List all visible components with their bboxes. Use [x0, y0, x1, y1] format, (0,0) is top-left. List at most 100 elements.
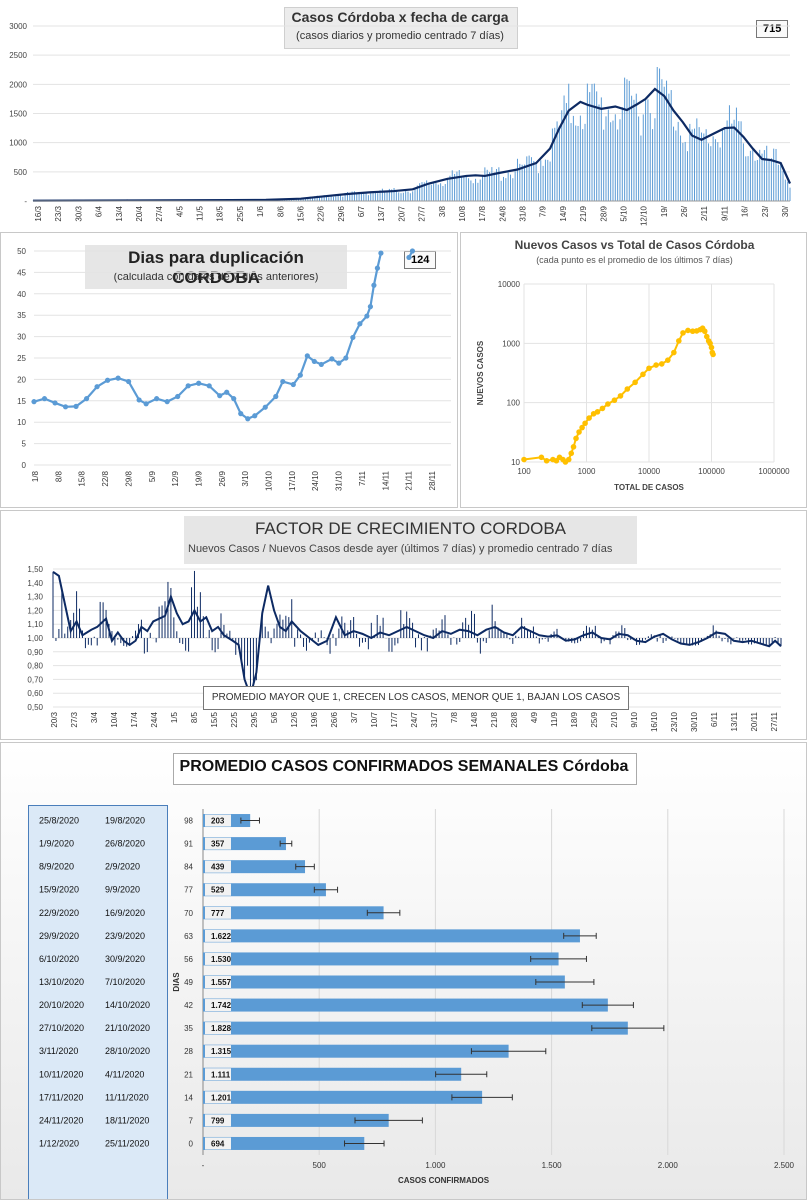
- days-label: 21: [184, 1070, 193, 1079]
- bar-value-label: 529: [211, 886, 225, 895]
- weekly-average-chart: PROMEDIO CASOS CONFIRMADOS SEMANALES Cór…: [0, 742, 807, 1200]
- scatter-point: [658, 361, 665, 367]
- weekly-bar: [203, 998, 608, 1012]
- scatter-point: [624, 386, 631, 392]
- doubling-point: [297, 372, 303, 378]
- doubling-point: [31, 399, 37, 405]
- x-tick-label: 28/9: [599, 205, 608, 221]
- growth-annotation: PROMEDIO MAYOR QUE 1, CRECEN LOS CASOS, …: [203, 686, 629, 710]
- value-label-bg: [205, 814, 231, 827]
- doubling-point: [231, 396, 237, 402]
- y-tick-label: 1,20: [27, 606, 43, 615]
- doubling-point: [318, 361, 324, 368]
- x-tick-label: 23/10: [670, 711, 679, 732]
- daily-title-box: [284, 7, 518, 49]
- y-tick-label: -: [24, 197, 27, 206]
- x-tick-label: 9/11: [720, 205, 729, 221]
- scatter-point: [697, 326, 704, 333]
- value-label-bg: [205, 1045, 231, 1058]
- x-tick-label: 30/3: [74, 205, 83, 221]
- x-tick-label: 10/4: [110, 711, 119, 727]
- scatter-chart-subtitle: (cada punto es el promedio de los último…: [536, 255, 733, 265]
- x-tick-label: 14/8: [470, 711, 479, 727]
- scatter-point: [709, 349, 716, 356]
- x-tick-label: 3/7: [350, 711, 359, 723]
- x-tick-label: 500: [313, 1161, 327, 1170]
- doubling-point: [143, 401, 149, 407]
- doubling-point: [41, 396, 48, 402]
- days-label: 49: [184, 978, 193, 987]
- scatter-point: [556, 454, 563, 461]
- y-tick-label: 10: [17, 418, 26, 427]
- scatter-point: [521, 456, 527, 463]
- x-tick-label: 4/5: [175, 205, 184, 217]
- doubling-point: [245, 416, 251, 422]
- weekly-bar: [203, 837, 286, 851]
- scatter-point: [599, 405, 606, 412]
- bar-value-label: 1.111: [211, 1070, 231, 1079]
- y-tick-label: 5: [22, 440, 27, 449]
- doubling-point: [290, 381, 296, 388]
- x-tick-label: 15/6: [296, 205, 305, 221]
- x-tick-label: 23/: [761, 205, 770, 217]
- x-tick-label: 1/6: [256, 205, 265, 217]
- days-label: 28: [184, 1047, 193, 1056]
- x-tick-label: 2.500: [774, 1161, 795, 1170]
- weekly-chart-title: PROMEDIO CASOS CONFIRMADOS SEMANALES Cór…: [179, 758, 629, 775]
- doubling-point: [175, 393, 181, 400]
- scatter-point: [565, 456, 572, 463]
- doubling-point: [252, 413, 258, 419]
- x-tick-label: 1.000: [425, 1161, 446, 1170]
- value-label-bg: [205, 883, 231, 896]
- x-tick-label: 12/10: [640, 205, 649, 226]
- x-tick-label: 24/10: [311, 470, 320, 491]
- weekly-bar: [203, 1067, 462, 1081]
- scatter-point: [705, 338, 712, 344]
- x-tick-label: 10/7: [370, 711, 379, 727]
- x-tick-label: 3/8: [438, 205, 447, 217]
- x-tick-label: 9/10: [630, 711, 639, 727]
- x-tick-label: 18/5: [216, 205, 225, 221]
- x-tick-label: 29/8: [124, 470, 133, 486]
- y-tick-label: 0: [22, 461, 27, 470]
- value-label-bg: [205, 860, 231, 873]
- x-tick-label: 17/7: [390, 711, 399, 727]
- x-tick-label: 22/5: [230, 711, 239, 727]
- x-tick-label: 12/9: [171, 470, 180, 486]
- scatter-point: [605, 401, 611, 407]
- value-label-bg: [205, 999, 231, 1012]
- x-tick-label: 8/8: [54, 470, 63, 482]
- doubling-point: [343, 355, 349, 361]
- x-tick-label: 1000000: [758, 467, 790, 476]
- x-tick-label: 30/: [781, 205, 790, 217]
- bar-value-label: 1.201: [211, 1093, 232, 1102]
- x-tick-label: 24/8: [498, 205, 507, 221]
- scatter-point: [671, 349, 677, 356]
- weekly-bar: [203, 929, 580, 943]
- y-tick-label: 35: [17, 311, 26, 320]
- x-tick-label: 8/6: [276, 205, 285, 217]
- doubling-point: [273, 393, 279, 400]
- weekly-bar: [203, 906, 384, 920]
- value-label-bg: [205, 1137, 231, 1150]
- days-label: 84: [184, 863, 193, 872]
- y-tick-label: 0,50: [27, 703, 43, 712]
- x-tick-label: 7/8: [450, 711, 459, 723]
- x-tick-label: 3/4: [90, 711, 99, 723]
- growth-title-box: [184, 516, 637, 564]
- scatter-point: [680, 330, 686, 336]
- doubling-point: [115, 375, 121, 381]
- weekly-bar: [203, 860, 306, 874]
- x-tick-label: 2.000: [658, 1161, 679, 1170]
- y-tick-label: 20: [17, 375, 26, 384]
- doubling-point: [136, 397, 142, 403]
- scatter-point: [653, 362, 659, 368]
- scatter-point: [550, 456, 556, 463]
- days-label: 42: [184, 1001, 193, 1010]
- bar-value-label: 203: [211, 817, 225, 826]
- x-tick-label: 16/: [741, 205, 750, 217]
- value-label-bg: [205, 976, 231, 988]
- y-tick-label: 0,70: [27, 675, 43, 684]
- y-tick-label: 1,40: [27, 579, 43, 588]
- x-tick-label: 26/: [680, 205, 689, 217]
